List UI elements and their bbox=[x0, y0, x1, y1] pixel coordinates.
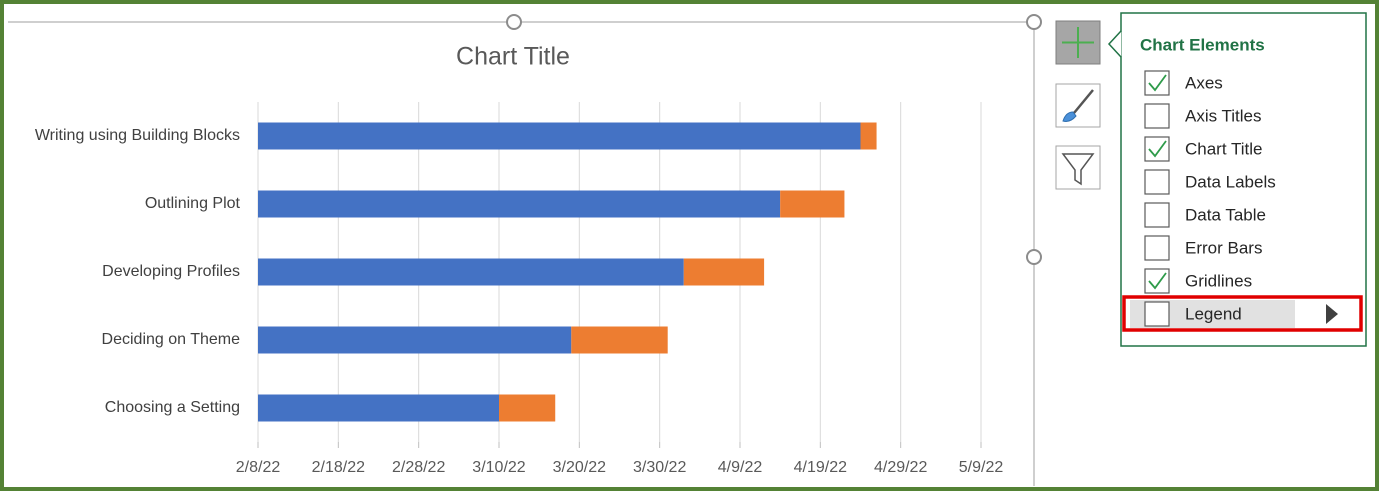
panel-item-label[interactable]: Error Bars bbox=[1185, 238, 1262, 257]
panel-item-label[interactable]: Legend bbox=[1185, 304, 1242, 323]
x-tick-label: 3/10/22 bbox=[472, 459, 525, 476]
resize-handle[interactable] bbox=[506, 14, 522, 30]
x-tick-label: 4/19/22 bbox=[794, 459, 847, 476]
checkbox[interactable] bbox=[1144, 301, 1170, 327]
filter-button[interactable] bbox=[1055, 145, 1101, 190]
bar bbox=[258, 326, 572, 354]
panel-item-label[interactable]: Axis Titles bbox=[1185, 106, 1262, 125]
panel-item-label[interactable]: Data Labels bbox=[1185, 172, 1276, 191]
panel-item-label[interactable]: Axes bbox=[1185, 73, 1223, 92]
bar bbox=[860, 122, 877, 150]
y-tick-label: Outlining Plot bbox=[145, 195, 241, 212]
x-tick-label: 3/30/22 bbox=[633, 459, 686, 476]
checkmark bbox=[1148, 140, 1167, 158]
style-button[interactable] bbox=[1055, 83, 1101, 128]
bar bbox=[258, 258, 684, 286]
x-tick-label: 4/9/22 bbox=[718, 459, 763, 476]
bar bbox=[780, 190, 845, 218]
panel-item-label[interactable]: Gridlines bbox=[1185, 271, 1252, 290]
x-tick-label: 3/20/22 bbox=[553, 459, 606, 476]
bar bbox=[258, 394, 499, 422]
bar bbox=[683, 258, 765, 286]
x-tick-label: 5/9/22 bbox=[959, 459, 1004, 476]
checkbox[interactable] bbox=[1144, 202, 1170, 228]
panel-title: Chart Elements bbox=[1140, 35, 1265, 54]
chart-title: Chart Title bbox=[456, 43, 570, 71]
y-tick-label: Deciding on Theme bbox=[102, 331, 241, 348]
checkbox[interactable] bbox=[1144, 103, 1170, 129]
panel-item-label[interactable]: Data Table bbox=[1185, 205, 1266, 224]
resize-handle[interactable] bbox=[1026, 14, 1042, 30]
y-tick-label: Choosing a Setting bbox=[105, 399, 240, 416]
highlight-box bbox=[1122, 295, 1363, 332]
bar bbox=[571, 326, 668, 354]
x-tick-label: 2/18/22 bbox=[312, 459, 365, 476]
bar bbox=[499, 394, 556, 422]
y-tick-label: Developing Profiles bbox=[102, 263, 240, 280]
checkmark bbox=[1148, 272, 1167, 290]
x-tick-label: 2/8/22 bbox=[236, 459, 281, 476]
y-tick-label: Writing using Building Blocks bbox=[35, 127, 240, 144]
checkbox[interactable] bbox=[1144, 169, 1170, 195]
x-tick-label: 2/28/22 bbox=[392, 459, 445, 476]
submenu-arrow[interactable] bbox=[1326, 304, 1338, 324]
panel-item-label[interactable]: Chart Title bbox=[1185, 139, 1262, 158]
checkmark bbox=[1148, 74, 1167, 92]
x-tick-label: 4/29/22 bbox=[874, 459, 927, 476]
plus-button[interactable] bbox=[1055, 20, 1101, 65]
bar bbox=[258, 190, 781, 218]
bar bbox=[258, 122, 861, 150]
resize-handle[interactable] bbox=[1026, 249, 1042, 265]
checkbox[interactable] bbox=[1144, 235, 1170, 261]
